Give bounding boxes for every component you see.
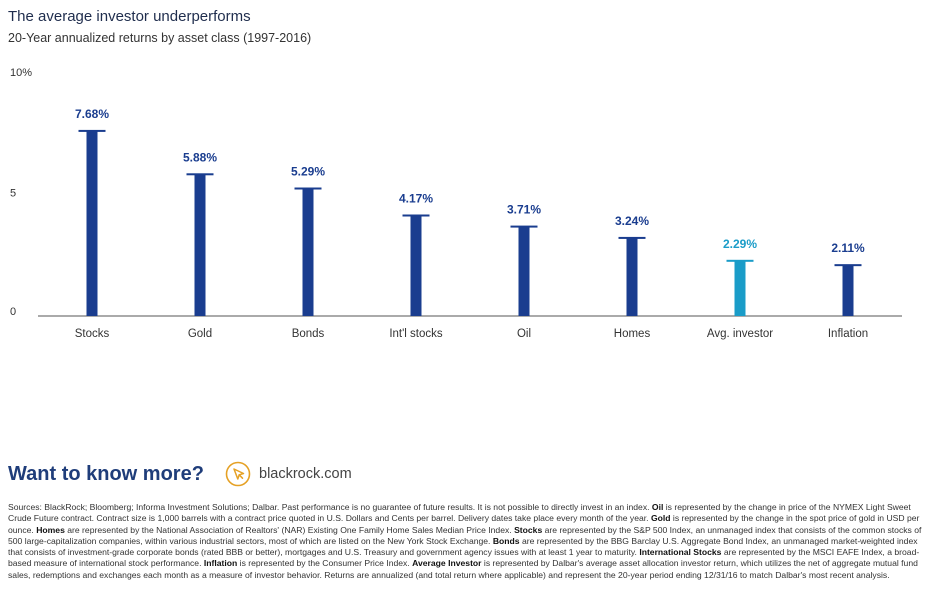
data-label: 3.24% (615, 214, 649, 228)
x-tick-label: Bonds (292, 328, 325, 340)
x-tick-label: Oil (517, 328, 531, 340)
chart-title: The average investor underperforms (8, 8, 251, 25)
data-label: 2.11% (831, 241, 865, 255)
bar-int-l-stocks (410, 215, 422, 316)
bar-inflation (842, 265, 854, 316)
data-label: 3.71% (507, 203, 541, 217)
cursor-click-icon[interactable] (225, 461, 251, 487)
y-tick-label: 0 (10, 306, 16, 318)
x-tick-label: Avg. investor (707, 328, 773, 340)
footnote-text: are represented by the S&P 500 Index, an… (8, 524, 922, 546)
x-tick-label: Gold (188, 328, 212, 340)
chart-subtitle: 20-Year annualized returns by asset clas… (8, 31, 312, 45)
data-label: 5.29% (291, 165, 325, 179)
bar-cap (186, 173, 214, 176)
bar-cap (726, 259, 754, 262)
bar-stocks (86, 130, 98, 316)
bar-homes (626, 237, 638, 316)
x-tick-label: Stocks (75, 328, 110, 340)
bar-cap (510, 225, 538, 228)
bar-oil (518, 226, 530, 316)
cta-heading: Want to know more? (8, 463, 204, 485)
footnote-term: Stocks (514, 524, 543, 535)
x-tick-label: Inflation (828, 328, 868, 340)
data-label: 2.29% (723, 237, 757, 251)
footnote-text: is represented by the Consumer Price Ind… (237, 558, 413, 569)
footnote-term: Inflation (203, 558, 238, 569)
y-tick-label: 5 (10, 188, 16, 200)
data-label: 5.88% (183, 150, 217, 164)
bar-cap (618, 236, 646, 239)
bar-cap (402, 214, 430, 217)
data-label: 4.17% (399, 192, 433, 206)
footnote-term: Homes (36, 524, 65, 535)
footnote-text: is represented by the change in price of… (8, 502, 911, 524)
footnote-text: are represented by the BBG Barclay U.S. … (8, 535, 918, 558)
bar-cap (78, 129, 106, 132)
x-tick-label: Homes (614, 328, 651, 340)
bar-avg-investor (734, 260, 746, 316)
y-tick-label: 10% (10, 67, 32, 79)
footnote-term: Average Investor (412, 558, 482, 569)
bar-bonds (302, 188, 314, 316)
data-label: 7.68% (75, 107, 109, 121)
footnote-term: Bonds (492, 535, 520, 546)
footnote-term: International Stocks (639, 547, 722, 558)
bar-cap (834, 264, 862, 267)
sources-footnote: Sources: BlackRock; Bloomberg; Informa I… (8, 502, 928, 581)
x-tick-label: Int'l stocks (389, 328, 443, 340)
footnote-text: Sources: BlackRock; Bloomberg; Informa I… (8, 502, 652, 512)
blackrock-link[interactable]: blackrock.com (259, 466, 352, 482)
footnote-text: is represented by the change in the spot… (8, 513, 920, 535)
bar-chart: 0 5 10% 7.68% Stocks 5.88% Gold 5.29% Bonds 4.17%… (10, 67, 902, 340)
bar-cap (294, 187, 322, 190)
bar-gold (194, 174, 206, 316)
footnote-term: Oil (651, 502, 664, 512)
footnote-text: is represented by Dalbar's average asset… (8, 558, 918, 580)
footnote-text: are represented by the National Associat… (64, 524, 515, 535)
footnote-term: Gold (650, 513, 671, 524)
footnote-text: are represented by the MSCI EAFE Index, … (8, 547, 920, 569)
